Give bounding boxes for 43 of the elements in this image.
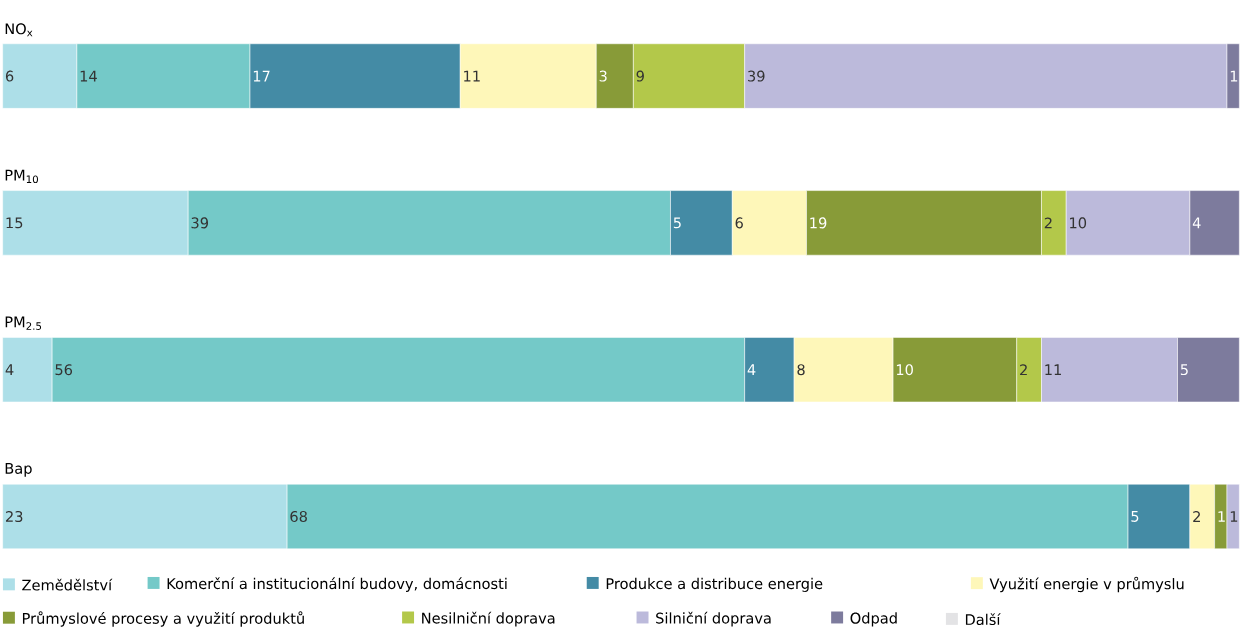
data-label: 1	[1218, 511, 1225, 523]
legend-label: Využití energie v průmyslu	[989, 576, 1184, 593]
data-label: 2	[1020, 364, 1027, 376]
data-label: 56	[55, 364, 73, 376]
legend-label: Produkce a distribuce energie	[606, 578, 823, 593]
data-label: 68	[290, 511, 307, 523]
legend-label: Komerční a institucionální budovy, domácnosti	[167, 577, 507, 593]
data-label: 3	[599, 70, 607, 82]
data-label: 4	[1192, 217, 1201, 229]
data-label: 39	[748, 70, 765, 82]
data-label: 1	[1230, 70, 1238, 82]
data-label: 1	[1230, 511, 1238, 523]
data-label: 2	[1044, 217, 1052, 229]
y-tick-label: PM$_{10}$	[5, 169, 39, 184]
y-tick-label: PM$_{2.5}$	[5, 316, 42, 331]
data-label: 14	[80, 70, 97, 82]
data-label: 39	[191, 217, 208, 229]
data-label: 10	[896, 364, 913, 376]
legend-label: Průmyslové procesy a využití produktů	[22, 611, 304, 627]
legend-label: Nesilniční doprava	[422, 611, 555, 627]
data-label: 4	[5, 364, 14, 376]
data-label: 4	[747, 364, 756, 376]
data-label: 15	[6, 217, 23, 229]
data-label: 2	[1193, 511, 1200, 523]
data-label: 6	[735, 217, 743, 229]
legend-label: Další	[965, 613, 1001, 626]
data-label: 11	[1045, 364, 1061, 376]
data-label: 23	[5, 511, 23, 523]
data-label: 10	[1070, 217, 1087, 229]
data-label: 6	[5, 70, 14, 82]
data-label: 9	[636, 70, 644, 82]
legend-label: Odpad	[850, 612, 897, 627]
data-label: 11	[464, 70, 480, 82]
legend-label: Silniční doprava	[656, 611, 771, 627]
data-label: 8	[797, 364, 805, 376]
y-tick-label: Bap	[5, 463, 32, 477]
y-tick-label: NO$_{x}$	[5, 23, 33, 37]
data-label: 19	[810, 217, 827, 229]
data-label: 5	[1180, 364, 1188, 376]
data-label: 17	[253, 70, 270, 82]
legend-label: Zemědělství	[22, 578, 113, 591]
data-label: 5	[1131, 511, 1139, 523]
data-label: 5	[673, 217, 681, 229]
